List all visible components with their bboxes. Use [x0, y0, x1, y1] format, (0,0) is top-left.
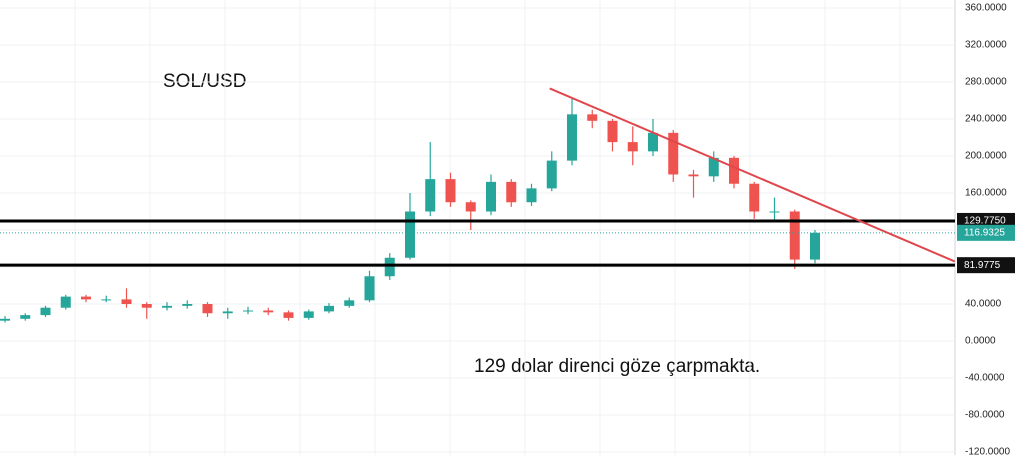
- candle-body: [445, 179, 456, 203]
- candle-body: [324, 305, 334, 312]
- candle-body: [263, 310, 274, 313]
- y-tick-label: 360.0000: [965, 3, 1007, 14]
- y-tick-label: -80.0000: [965, 410, 1005, 421]
- candle-body: [749, 183, 760, 212]
- last-price-box: [957, 224, 1015, 241]
- y-tick-label: 160.0000: [965, 188, 1007, 199]
- candle-body: [708, 157, 719, 177]
- candle-body: [101, 299, 112, 301]
- candle-body: [810, 232, 820, 260]
- y-tick-label: 280.0000: [965, 77, 1007, 88]
- candle-body: [364, 276, 375, 301]
- candle-body: [20, 315, 31, 319]
- candle-body: [648, 132, 658, 152]
- candle-body: [162, 305, 172, 308]
- candle-body: [0, 318, 10, 321]
- candle-body: [769, 211, 780, 213]
- level-label-box: [957, 257, 1015, 274]
- y-tick-label: -40.0000: [965, 373, 1005, 384]
- candle-body: [567, 114, 577, 161]
- candle-body: [789, 211, 800, 260]
- candle-body: [729, 157, 739, 184]
- last-price-label: 116.9325: [964, 227, 1005, 238]
- candle-body: [283, 312, 294, 318]
- y-tick-label: 240.0000: [965, 114, 1007, 125]
- candle-body: [384, 257, 395, 277]
- candle-body: [202, 304, 213, 314]
- y-tick-label: 200.0000: [965, 151, 1007, 162]
- candle-body: [303, 311, 314, 318]
- candle-body: [465, 202, 476, 212]
- candle-body: [40, 307, 51, 316]
- candle-body: [506, 181, 517, 203]
- level-label: 129.7750: [964, 216, 1006, 227]
- candle-body: [81, 296, 91, 300]
- candle-body: [546, 160, 557, 189]
- candle-body: [182, 304, 193, 306]
- candle-body: [60, 296, 71, 308]
- candle-body: [121, 299, 132, 305]
- candle-body: [425, 179, 436, 212]
- candle-body: [141, 304, 152, 308]
- level-label: 81.9775: [964, 260, 1001, 271]
- candle-body: [607, 120, 618, 143]
- candle-body: [627, 142, 638, 152]
- candle-body: [688, 174, 699, 177]
- candle-body: [344, 300, 355, 306]
- trend-line: [549, 87, 956, 263]
- candle-body: [587, 114, 598, 121]
- candle-body: [243, 310, 253, 312]
- candle-body: [405, 211, 415, 258]
- y-tick-label: -120.0000: [965, 447, 1010, 455]
- candle-body: [668, 132, 679, 175]
- y-tick-label: 40.0000: [965, 299, 1002, 310]
- candle-body: [222, 311, 233, 314]
- candle-body: [526, 188, 537, 203]
- candle-body: [486, 181, 496, 212]
- annotation: 129 dolar direnci göze çarpmakta.: [474, 356, 760, 377]
- y-tick-label: 0.0000: [965, 336, 996, 347]
- y-tick-label: 320.0000: [965, 40, 1007, 51]
